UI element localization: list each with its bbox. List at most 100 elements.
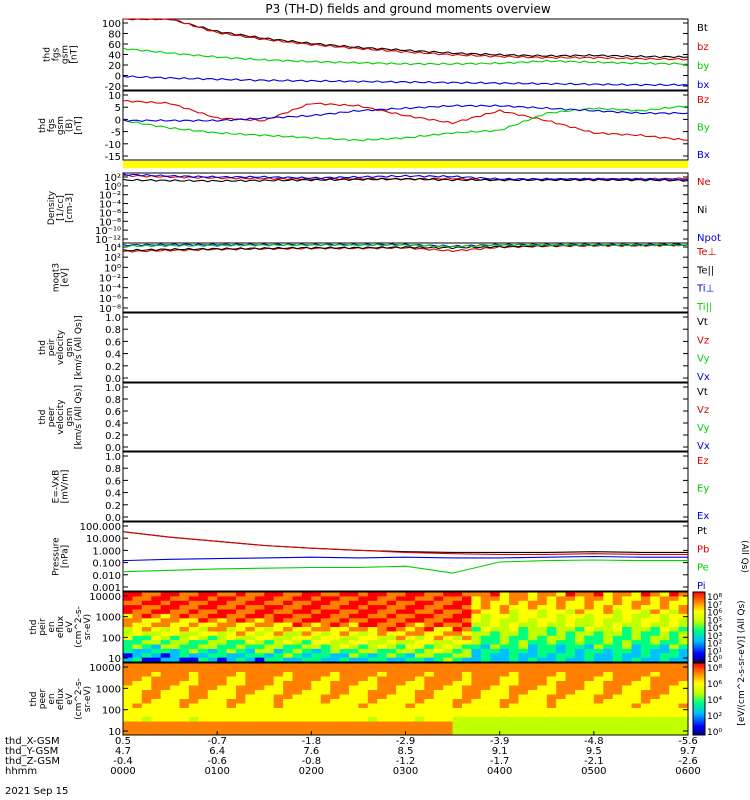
heatmap-cell	[650, 600, 661, 606]
heatmap-cell	[141, 685, 152, 691]
heatmap-cell	[575, 699, 585, 704]
heatmap-cell	[226, 690, 237, 695]
y-tick-label: 10⁰	[104, 182, 121, 193]
heatmap-cell	[160, 730, 171, 736]
heatmap-cell	[490, 657, 501, 663]
heatmap-cell	[471, 721, 482, 727]
panel-frame	[122, 242, 689, 313]
heatmap-cell	[170, 730, 180, 736]
heatmap-cell	[471, 605, 482, 610]
heatmap-cell	[283, 672, 293, 677]
heatmap-cell	[640, 730, 651, 736]
y-axis-label-line: eV	[65, 692, 75, 705]
heatmap-cell	[170, 613, 180, 619]
heatmap-cell	[593, 596, 604, 602]
heatmap-cell	[273, 685, 284, 691]
y-tick-label: 10⁻⁴	[99, 200, 121, 211]
xaxis-value: 0600	[675, 766, 700, 777]
heatmap-cell	[518, 699, 529, 704]
heatmap-cell	[320, 685, 331, 691]
heatmap-cell	[226, 726, 237, 731]
heatmap-cell	[386, 600, 397, 606]
xaxis-value: -0.7	[207, 736, 227, 747]
heatmap-cell	[339, 690, 350, 695]
heatmap-cell	[669, 592, 680, 597]
y-tick-label: 1000	[96, 613, 121, 624]
heatmap-cell	[584, 627, 595, 632]
heatmap-cell	[160, 618, 171, 624]
colorbar-tick-label: 10³	[707, 632, 722, 642]
date-label: 2021 Sep 15	[5, 786, 68, 797]
heatmap-cell	[443, 618, 454, 624]
y-tick-label: 0.4	[105, 350, 121, 361]
heatmap-cell	[396, 622, 406, 628]
heatmap-cell	[283, 644, 293, 650]
heatmap-cell	[603, 712, 614, 718]
heatmap-cell	[565, 648, 576, 654]
heatmap-cell	[659, 699, 670, 704]
heatmap-cell	[386, 618, 397, 624]
series-bz	[122, 18, 689, 61]
heatmap-cell	[471, 640, 482, 645]
heatmap-cell	[471, 694, 482, 700]
heatmap-cell	[283, 690, 293, 695]
heatmap-cell	[509, 708, 519, 713]
heatmap-cell	[603, 672, 614, 677]
heatmap-cell	[292, 631, 303, 637]
heatmap-cell	[179, 644, 190, 650]
heatmap-cell	[443, 685, 454, 691]
heatmap-cell	[226, 609, 237, 615]
legend-ni: Ni	[697, 205, 707, 216]
heatmap-cell	[527, 712, 538, 718]
heatmap-cell	[471, 667, 482, 673]
heatmap-cell	[273, 600, 284, 606]
heatmap-cell	[669, 640, 680, 645]
heatmap-cell	[537, 730, 548, 736]
heatmap-cell	[443, 613, 454, 619]
heatmap-cell	[433, 600, 444, 606]
heatmap-cell	[424, 613, 435, 619]
heatmap-cell	[132, 717, 143, 722]
heatmap-cell	[452, 672, 463, 677]
heatmap-cell	[622, 609, 632, 615]
heatmap-cell	[443, 681, 454, 686]
heatmap-cell	[170, 592, 180, 597]
heatmap-cell	[556, 663, 567, 668]
heatmap-cell	[462, 708, 472, 713]
heatmap-cell	[462, 648, 472, 654]
xaxis-row-label: thd_X-GSM	[5, 736, 60, 747]
heatmap-cell	[622, 672, 632, 677]
heatmap-cell	[254, 685, 265, 691]
heatmap-cell	[414, 717, 425, 722]
heatmap-cell	[650, 726, 661, 731]
heatmap-cell	[424, 726, 435, 731]
heatmap-cell	[575, 730, 585, 736]
heatmap-cell	[170, 596, 180, 602]
heatmap-cell	[273, 631, 284, 637]
heatmap-cell	[151, 635, 162, 641]
heatmap-cell	[490, 631, 501, 637]
heatmap-cell	[377, 605, 388, 610]
panel-frame	[122, 172, 689, 244]
heatmap-cell	[123, 726, 133, 731]
heatmap-cell	[301, 657, 312, 663]
heatmap-cell	[480, 726, 491, 731]
heatmap-cell	[245, 721, 256, 727]
heatmap-cell	[499, 635, 510, 641]
heatmap-cell	[188, 663, 199, 668]
heatmap-cell	[527, 672, 538, 677]
heatmap-cell	[198, 631, 209, 637]
heatmap-cell	[565, 592, 576, 597]
heatmap-cell	[320, 712, 331, 718]
heatmap-cell	[575, 618, 585, 624]
heatmap-cell	[584, 672, 595, 677]
heatmap-cell	[254, 667, 265, 673]
heatmap-cell	[264, 681, 275, 686]
heatmap-cell	[330, 663, 341, 668]
heatmap-cell	[424, 694, 435, 700]
heatmap-cell	[273, 676, 284, 682]
heatmap-cell	[207, 605, 218, 610]
heatmap-cell	[264, 609, 275, 615]
heatmap-cell	[151, 631, 162, 637]
heatmap-cell	[226, 730, 237, 736]
